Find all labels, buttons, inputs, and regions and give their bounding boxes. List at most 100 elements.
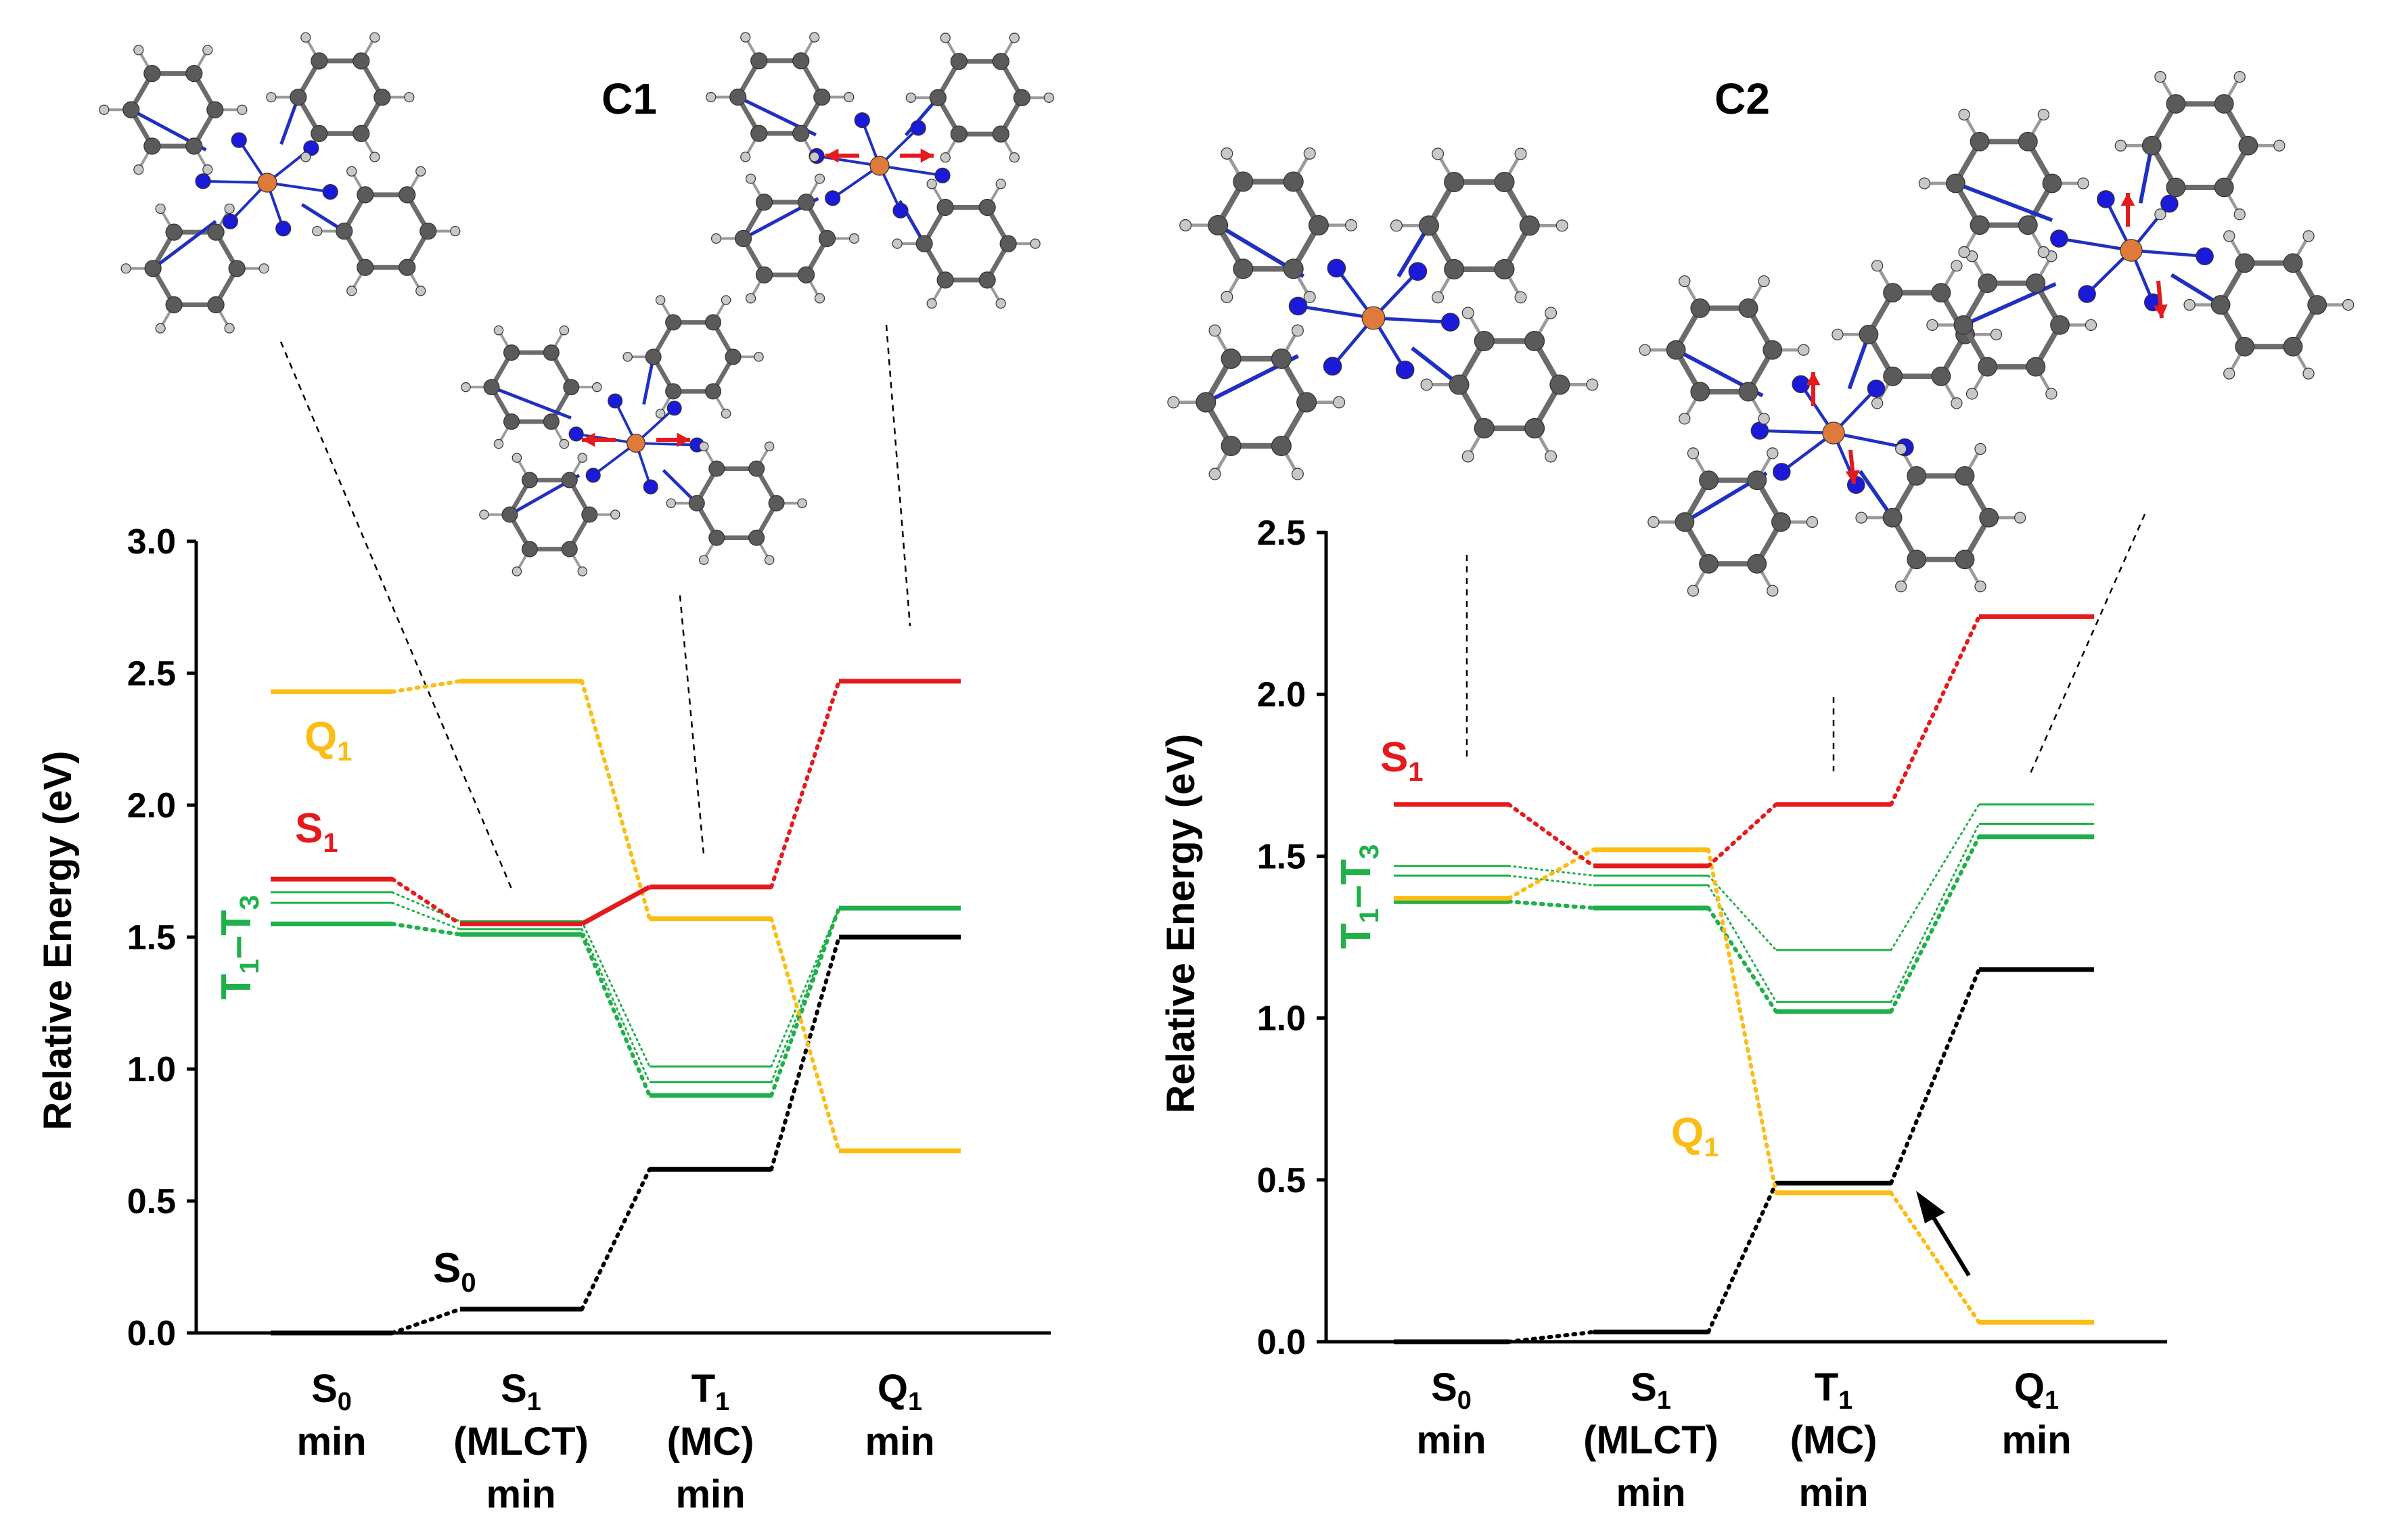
atom [940,152,951,163]
atom [1296,392,1317,413]
state-label-t1-t3: T1–T3 [213,895,265,1000]
atom [2050,229,2068,248]
atom [1945,173,1965,194]
atom [300,32,311,43]
atom [2233,208,2246,221]
atom [311,52,328,70]
atom [512,453,522,463]
atom [1639,344,1651,356]
atom [1461,450,1474,463]
atom [1233,171,1254,192]
atom [2014,512,2026,524]
bond [203,179,268,184]
atom [706,91,717,103]
atom [750,124,768,142]
atom [926,179,937,189]
bond [267,181,331,194]
atom [266,92,277,103]
displacement-arrow-icon [1845,470,1860,484]
atom [1806,516,1819,528]
atom [910,120,926,136]
atom [2166,177,2186,198]
atom [992,53,1009,70]
atom [1420,378,1433,391]
atom [915,235,933,252]
atom [373,89,391,106]
atom [592,382,602,392]
displacement-arrow-icon [2120,193,2135,206]
atom [290,89,307,106]
panel-title: C2 [1714,74,1770,123]
atom [144,260,162,277]
y-tick-label: 0.0 [127,1314,176,1353]
atom [1208,214,1229,235]
atom [1519,215,1540,236]
atom [1221,290,1233,303]
y-tick-label: 1.0 [127,1050,176,1089]
atom [1449,374,1470,395]
atom [2037,246,2049,258]
y-axis-label: Relative Energy (eV) [36,751,80,1131]
atom [228,260,246,277]
atom [195,173,211,189]
atom [1524,331,1545,352]
atom [1931,366,1951,386]
leader-line [2028,514,2146,775]
atom [809,32,820,43]
bond [1373,316,1451,324]
atom [1871,397,1884,409]
link-t1 [769,906,841,1097]
link-t2 [391,901,461,930]
atom [1918,177,1931,189]
molecule-c1-q1-structure [706,32,1054,309]
y-tick-label: 0.5 [127,1182,176,1221]
state-labels: Q1 S1 T1–T3 S0 [213,714,476,1298]
bond [152,220,217,270]
atom [1846,476,1865,494]
y-tick-label: 2.5 [127,654,176,694]
atom [2160,194,2179,213]
atom [1970,131,1990,152]
atom [1009,32,1020,43]
atom [1773,463,1791,481]
atom [2196,247,2214,265]
atom [1907,466,1927,486]
atom [312,225,323,237]
atom [797,194,815,211]
atom [1323,357,1342,376]
atom [122,101,140,118]
atom [1990,328,2003,340]
displacement-arrow-icon [582,432,595,447]
atom [710,233,722,244]
x-category-label: (MLCT) [453,1420,589,1464]
x-category-label: (MC) [1790,1418,1878,1462]
atom [1965,388,1978,400]
molecule-images [99,32,2355,597]
atom [2223,367,2235,380]
y-ticks: 0.0 0.5 1.0 1.5 2.0 2.5 [1257,514,1326,1362]
displacement-arrow-icon [1806,372,1821,386]
atom [1895,443,1907,455]
atom [1747,553,1767,574]
link-t2 [1890,823,1980,1003]
link-t3 [770,907,840,1068]
x-category-label: T1 [691,1367,730,1416]
displacement-arrow-icon [677,432,690,447]
atom [792,52,810,70]
link-q1 [390,679,462,694]
atom [1474,417,1495,438]
atom [1871,260,1884,272]
atom [2120,239,2143,262]
atom [797,498,807,508]
atom [1221,348,1242,369]
atom [1283,171,1304,192]
x-category-label: min [865,1420,934,1464]
atom [745,173,756,184]
bond [2058,237,2132,252]
atom [1179,219,1192,231]
atom [1974,443,1986,455]
atom [643,479,658,495]
atom [133,164,144,175]
atom [1867,379,1886,398]
